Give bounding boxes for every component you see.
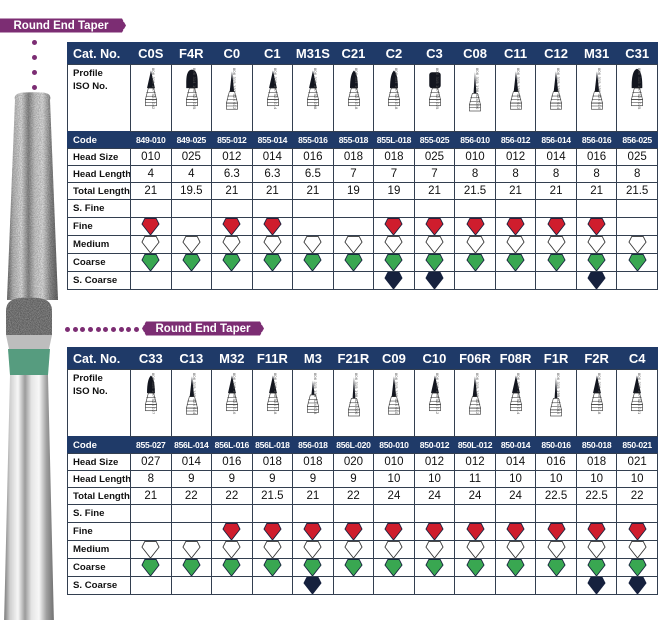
svg-text:Round End Taper: Round End Taper — [14, 20, 110, 32]
svg-text:Round End Taper: Round End Taper — [156, 323, 252, 335]
